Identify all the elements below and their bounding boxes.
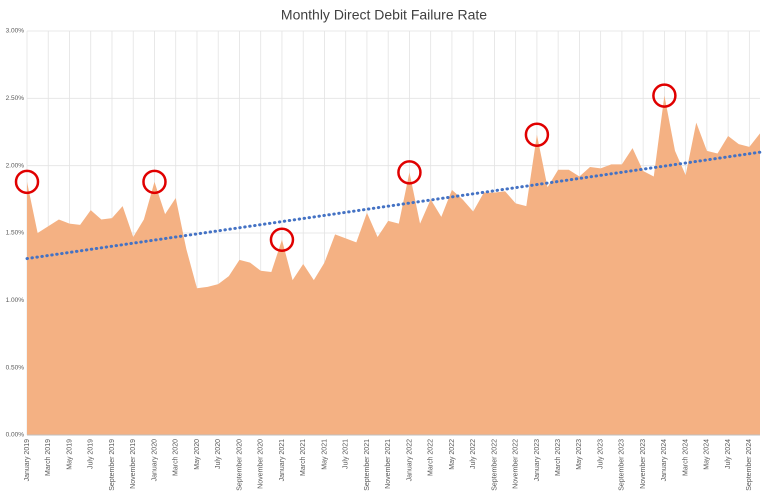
x-tick-label: September 2020: [236, 439, 243, 491]
y-tick-label: 2.00%: [6, 162, 25, 169]
x-tick-label: May 2024: [704, 439, 711, 470]
highlight-circle: [269, 227, 295, 252]
highlight-circle: [652, 83, 677, 108]
y-tick-label: 0.00%: [6, 432, 25, 439]
x-tick-label: July 2023: [597, 439, 604, 469]
highlight-circle: [14, 169, 40, 195]
x-tick-label: May 2023: [576, 439, 583, 470]
x-tick-label: November 2021: [385, 439, 392, 489]
y-tick-label: 1.50%: [6, 230, 25, 237]
area: [27, 95, 760, 435]
x-tick-label: March 2021: [300, 439, 307, 476]
x-tick-label: November 2019: [130, 439, 137, 489]
x-tick-label: September 2023: [619, 439, 626, 491]
x-tick-label: November 2022: [513, 439, 520, 489]
x-tick-label: July 2024: [725, 439, 732, 469]
x-tick-label: January 2023: [534, 439, 541, 482]
x-tick-label: January 2022: [406, 439, 413, 482]
x-tick-label: March 2022: [428, 439, 435, 476]
highlight-circle: [397, 160, 422, 185]
x-tick-label: September 2019: [109, 439, 116, 491]
x-tick-label: January 2020: [151, 439, 158, 482]
x-tick-label: July 2019: [88, 439, 95, 469]
y-tick-label: 1.00%: [6, 297, 25, 304]
x-tick-label: March 2024: [682, 439, 689, 476]
x-tick-label: May 2021: [321, 439, 328, 470]
x-tick-label: November 2023: [640, 439, 647, 489]
x-tick-label: March 2023: [555, 439, 562, 476]
x-tick-label: March 2019: [45, 439, 52, 476]
x-tick-label: September 2021: [364, 439, 371, 491]
x-tick-label: November 2020: [258, 439, 265, 489]
x-tick-label: July 2022: [470, 439, 477, 469]
highlight-circle: [142, 169, 167, 195]
x-tick-label: May 2022: [449, 439, 456, 470]
x-tick-label: January 2019: [24, 439, 31, 482]
y-tick-label: 3.00%: [6, 28, 25, 35]
x-tick-label: September 2024: [746, 439, 753, 491]
x-tick-label: May 2020: [194, 439, 201, 470]
x-tick-label: July 2021: [343, 439, 350, 469]
x-tick-label: January 2024: [661, 439, 668, 482]
highlight-circle: [524, 122, 550, 147]
x-tick-label: May 2019: [66, 439, 73, 470]
x-tick-label: January 2021: [279, 439, 286, 482]
trendline: [25, 150, 762, 261]
y-tick-label: 0.50%: [6, 364, 25, 371]
x-tick-label: September 2022: [491, 439, 498, 491]
x-tick-label: July 2020: [215, 439, 222, 469]
x-tick-label: March 2020: [173, 439, 180, 476]
chart-title: Monthly Direct Debit Failure Rate: [281, 7, 487, 23]
y-tick-label: 2.50%: [6, 95, 25, 102]
